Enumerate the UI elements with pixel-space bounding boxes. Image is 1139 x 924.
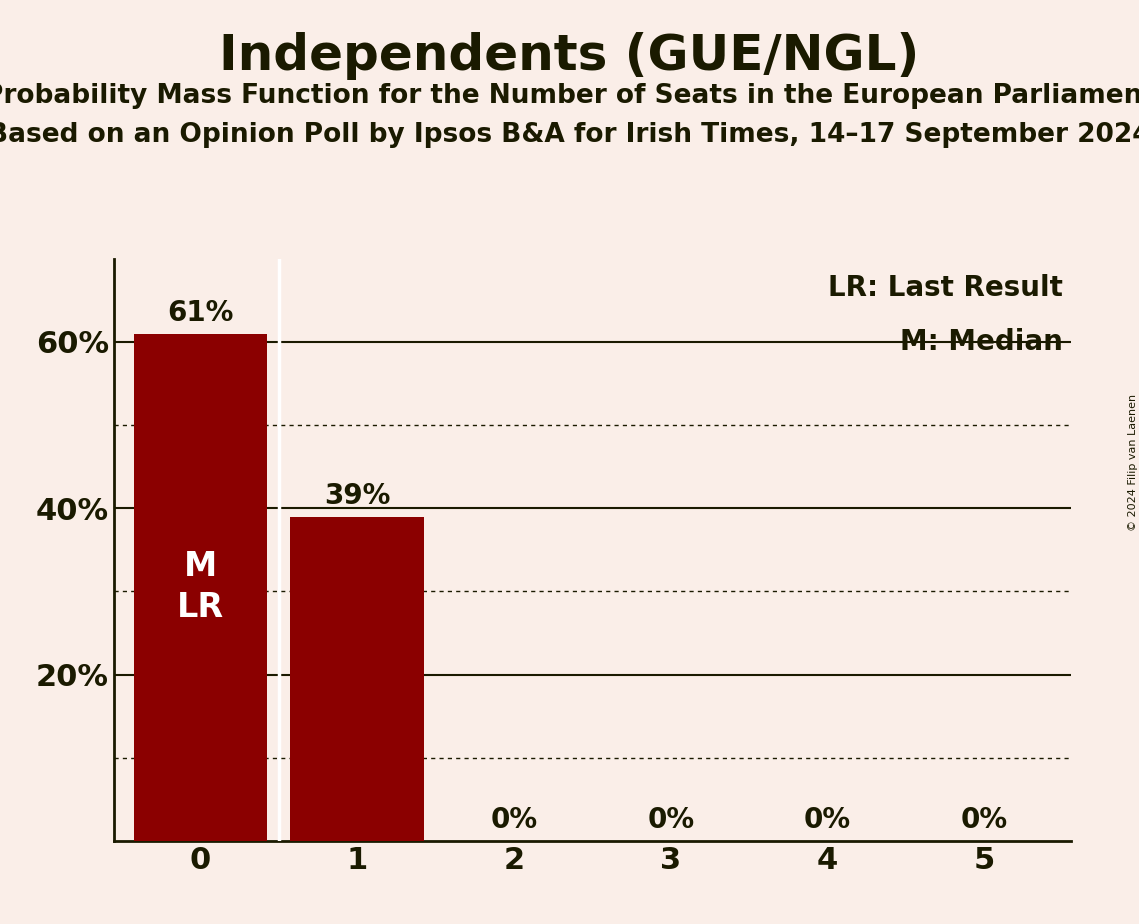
Text: 61%: 61% (167, 298, 233, 327)
Text: 0%: 0% (804, 806, 851, 834)
Text: Probability Mass Function for the Number of Seats in the European Parliament: Probability Mass Function for the Number… (0, 83, 1139, 109)
Text: Based on an Opinion Poll by Ipsos B&A for Irish Times, 14–17 September 2024: Based on an Opinion Poll by Ipsos B&A fo… (0, 122, 1139, 148)
Text: 0%: 0% (490, 806, 538, 834)
Bar (133, 334, 267, 841)
Text: 0%: 0% (961, 806, 1008, 834)
Text: 39%: 39% (323, 481, 391, 510)
Text: M: Median: M: Median (900, 328, 1063, 356)
Text: LR: Last Result: LR: Last Result (828, 274, 1063, 302)
Text: M
LR: M LR (177, 551, 223, 624)
Text: Independents (GUE/NGL): Independents (GUE/NGL) (220, 32, 919, 80)
Text: 0%: 0% (647, 806, 695, 834)
Bar (290, 517, 424, 841)
Text: © 2024 Filip van Laenen: © 2024 Filip van Laenen (1129, 394, 1138, 530)
